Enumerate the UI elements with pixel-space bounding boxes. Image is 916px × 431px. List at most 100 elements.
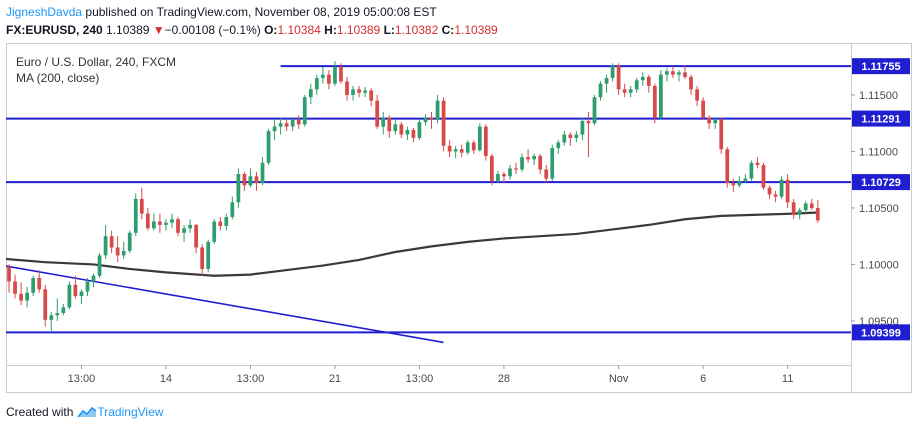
- y-tick-label: 1.10000: [859, 259, 899, 271]
- candle-body: [562, 134, 567, 143]
- candle-body: [133, 198, 138, 233]
- candle-body: [121, 250, 126, 256]
- author-link[interactable]: JigneshDavda: [6, 5, 83, 19]
- candle-body: [791, 202, 796, 215]
- candle-body: [79, 291, 84, 297]
- open-label: O:: [264, 23, 278, 37]
- candle-body: [592, 97, 597, 124]
- level-price-label: 1.10729: [861, 177, 901, 189]
- x-tick-label: Nov: [609, 373, 629, 385]
- candle-body: [815, 207, 820, 221]
- close-label: C:: [441, 23, 455, 37]
- candle-body: [375, 100, 380, 127]
- candle-body: [43, 289, 48, 320]
- candle-body: [556, 142, 561, 149]
- tradingview-logo-icon: [77, 406, 97, 418]
- candle-body: [321, 74, 325, 79]
- candle-body: [749, 162, 754, 179]
- candle-body: [520, 157, 524, 170]
- candle-body: [683, 72, 687, 77]
- candle-body: [176, 219, 180, 233]
- candle-body: [604, 78, 609, 84]
- candle-body: [725, 149, 730, 184]
- candle-body: [152, 221, 156, 229]
- candle-body: [652, 85, 657, 118]
- candle-body: [701, 100, 705, 118]
- candle-body: [284, 123, 289, 127]
- chart-legend: Euro / U.S. Dollar, 240, FXCM MA (200, c…: [16, 54, 176, 86]
- candle-body: [158, 221, 162, 225]
- candle-body: [405, 129, 410, 135]
- candle-body: [544, 169, 549, 179]
- candle-body: [248, 176, 253, 186]
- price-chart[interactable]: 1.115001.110001.105001.100001.0950013:00…: [6, 43, 912, 393]
- candle-body: [127, 232, 132, 251]
- candle-body: [689, 76, 693, 90]
- candle-body: [170, 219, 174, 223]
- candle-body: [646, 76, 651, 86]
- candle-body: [290, 119, 295, 127]
- candle-body: [139, 198, 144, 214]
- candle-body: [357, 89, 361, 93]
- candle-body: [381, 117, 386, 127]
- candle-body: [393, 124, 398, 132]
- candle-body: [91, 275, 96, 282]
- candle-body: [761, 165, 766, 188]
- candle-body: [622, 89, 627, 93]
- candle-body: [514, 168, 518, 170]
- candle-body: [308, 89, 313, 98]
- tradingview-brand[interactable]: TradingView: [77, 404, 163, 420]
- y-tick-label: 1.11000: [859, 146, 898, 158]
- quote-line: FX:EURUSD, 240 1.10389 ▼−0.00108 (−0.1%)…: [6, 22, 498, 38]
- low-value: 1.10382: [394, 23, 439, 37]
- change-value: −0.00108 (−0.1%): [164, 23, 261, 37]
- x-tick-label: 14: [160, 373, 172, 385]
- candle-body: [206, 241, 211, 269]
- candle-body: [640, 76, 645, 81]
- candle-body: [49, 315, 54, 320]
- x-tick-label: 13:00: [68, 373, 96, 385]
- candle-body: [695, 89, 699, 101]
- candle-body: [447, 145, 452, 152]
- candle-body: [109, 236, 114, 248]
- created-with-text: Created with: [6, 405, 74, 419]
- candle-body: [538, 155, 543, 170]
- candle-body: [254, 176, 259, 184]
- x-tick-label: 21: [329, 373, 341, 385]
- candle-body: [665, 71, 669, 75]
- candle-body: [532, 155, 536, 160]
- candle-body: [25, 292, 29, 301]
- x-tick-label: 28: [498, 373, 510, 385]
- candle-body: [212, 221, 217, 242]
- publish-header: JigneshDavda published on TradingView.co…: [6, 4, 437, 20]
- candle-body: [502, 174, 506, 177]
- candle-body: [809, 203, 814, 208]
- low-label: L:: [383, 23, 395, 37]
- candle-body: [767, 187, 772, 195]
- candle-body: [490, 155, 494, 181]
- published-text: published on TradingView.com, November 0…: [85, 5, 437, 19]
- candle-body: [429, 117, 434, 120]
- high-value: 1.10389: [336, 23, 381, 37]
- legend-title: Euro / U.S. Dollar, 240, FXCM: [16, 55, 177, 69]
- candle-body: [363, 90, 367, 93]
- candle-body: [743, 178, 748, 181]
- candle-body: [526, 157, 530, 160]
- candle-body: [610, 65, 615, 79]
- chart-frame[interactable]: 1.11500 1.11000 1.10500 1.10000 1.09500 13:00…: [6, 43, 912, 393]
- candle-body: [327, 74, 331, 84]
- candle-body: [731, 183, 736, 186]
- level-price-label: 1.09399: [861, 327, 901, 339]
- symbol-label: FX:EURUSD, 240: [6, 23, 103, 37]
- candle-body: [61, 307, 66, 314]
- level-price-tag: [852, 174, 910, 191]
- chart-border: [6, 43, 912, 393]
- candle-body: [453, 149, 458, 152]
- candle-body: [580, 120, 585, 135]
- brand-label: TradingView: [97, 405, 164, 419]
- high-label: H:: [324, 23, 337, 37]
- candle-body: [194, 224, 198, 248]
- level-price-tag: [852, 58, 910, 75]
- candle-body: [314, 78, 319, 90]
- candle-body: [465, 142, 470, 153]
